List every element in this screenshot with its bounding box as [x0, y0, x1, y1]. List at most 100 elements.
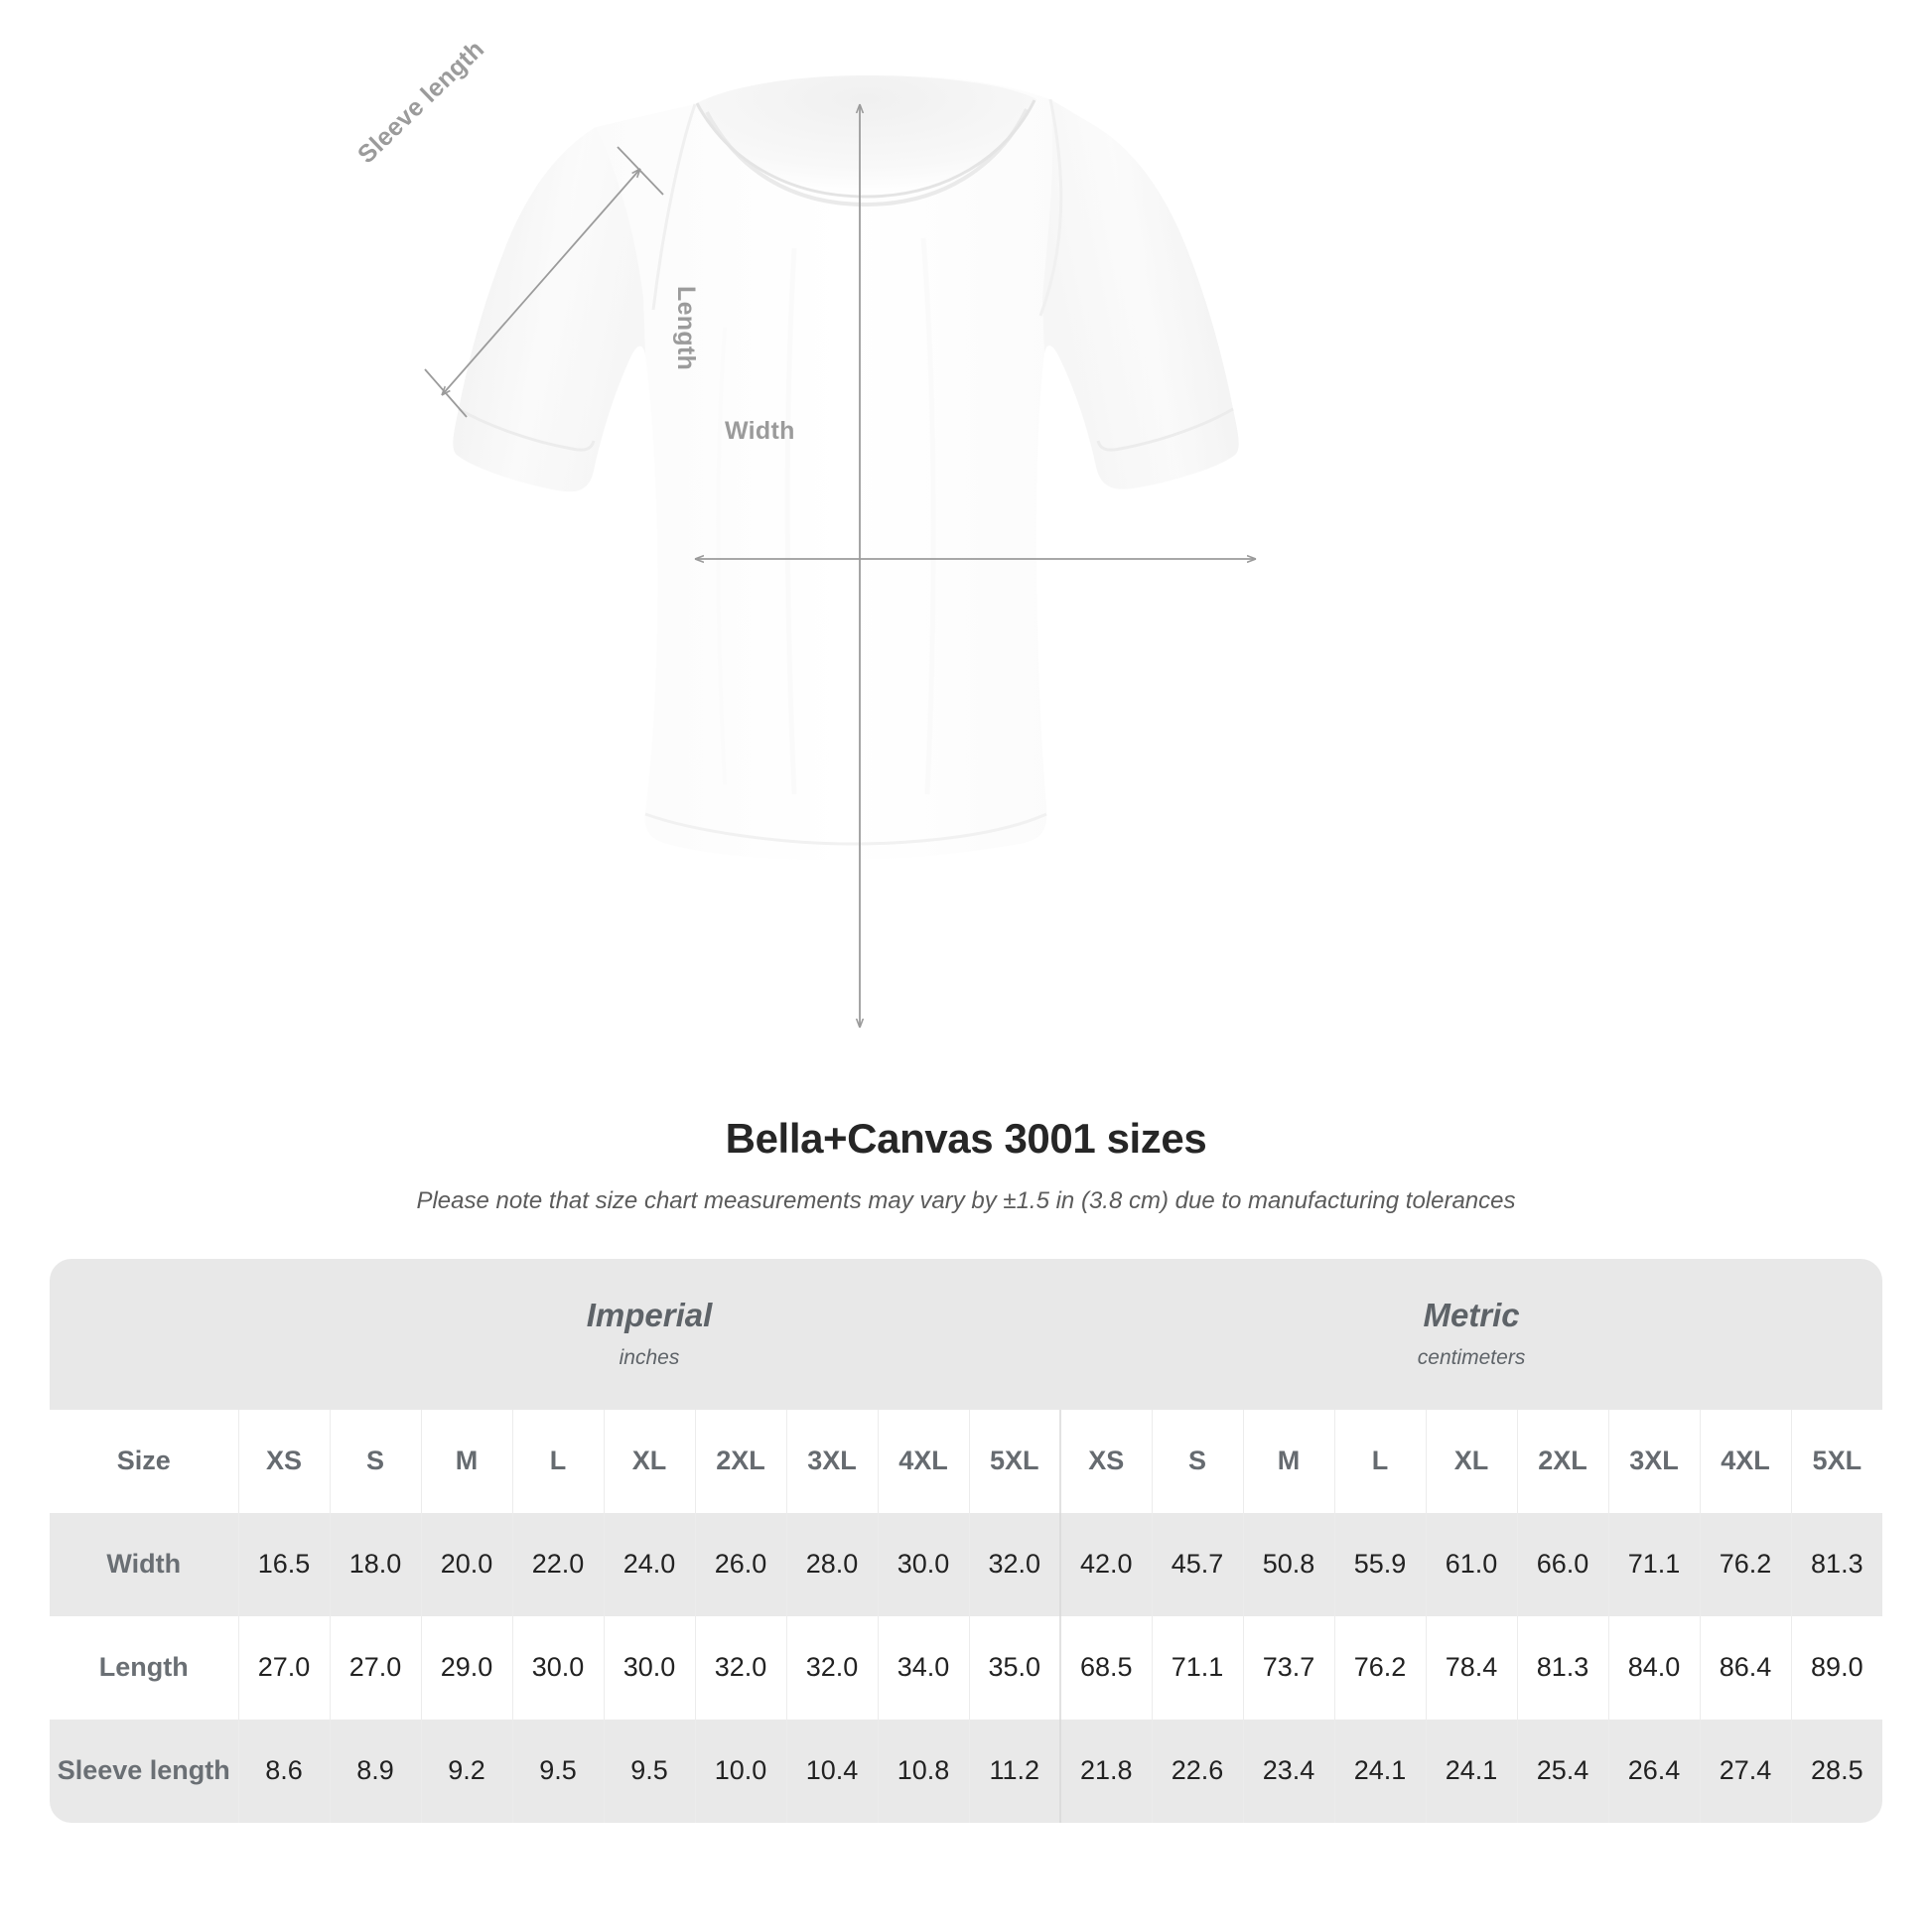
cell-length-metric-m: 73.7: [1242, 1615, 1334, 1720]
col-header-imperial-2xl: 2XL: [694, 1409, 786, 1513]
page-title: Bella+Canvas 3001 sizes: [725, 1115, 1207, 1162]
cell-length-imperial-m: 29.0: [420, 1615, 512, 1720]
unit-name-metric: Metric: [1423, 1297, 1520, 1334]
col-header-metric-4xl: 4XL: [1699, 1409, 1791, 1513]
cell-width-metric-xs: 42.0: [1059, 1512, 1152, 1616]
col-header-metric-m: M: [1242, 1409, 1334, 1513]
table-row-width: Width 16.5 18.0 20.0 22.0 24.0 26.0 28.0…: [50, 1512, 1883, 1616]
cell-sleeve-imperial-s: 8.9: [329, 1719, 421, 1823]
sleeve-tick-lower: [424, 368, 468, 418]
unit-sub-metric: centimeters: [1417, 1345, 1526, 1369]
title-block: Bella+Canvas 3001 sizes Please note that…: [0, 1114, 1932, 1217]
cell-sleeve-metric-2xl: 25.4: [1516, 1719, 1608, 1823]
tolerance-note: Please note that size chart measurements…: [416, 1187, 1516, 1215]
cell-length-imperial-xl: 30.0: [603, 1615, 695, 1720]
cell-width-imperial-2xl: 26.0: [694, 1512, 786, 1616]
cell-sleeve-imperial-xs: 8.6: [237, 1719, 330, 1823]
cell-width-metric-m: 50.8: [1242, 1512, 1334, 1616]
cell-width-imperial-s: 18.0: [329, 1512, 421, 1616]
cell-width-metric-4xl: 76.2: [1699, 1512, 1791, 1616]
cell-sleeve-imperial-4xl: 10.8: [877, 1719, 969, 1823]
table-row-sleeve-length: Sleeve length 8.6 8.9 9.2 9.5 9.5 10.0 1…: [50, 1719, 1883, 1823]
tshirt-illustration: Sleeve length Length Width: [352, 35, 1932, 1112]
unit-group-metric: Metric centimeters: [1060, 1258, 1883, 1410]
cell-width-imperial-xl: 24.0: [603, 1512, 695, 1616]
cell-sleeve-metric-s: 22.6: [1151, 1719, 1243, 1823]
cell-length-imperial-l: 30.0: [511, 1615, 604, 1720]
cell-sleeve-metric-5xl: 28.5: [1790, 1719, 1883, 1823]
tshirt-shape: [453, 74, 1239, 861]
cell-length-metric-2xl: 81.3: [1516, 1615, 1608, 1720]
cell-width-metric-3xl: 71.1: [1607, 1512, 1700, 1616]
col-header-metric-xl: XL: [1425, 1409, 1517, 1513]
cell-length-metric-xl: 78.4: [1425, 1615, 1517, 1720]
row-label-length: Length: [50, 1615, 238, 1720]
length-label: Length: [672, 286, 700, 371]
cell-sleeve-metric-xs: 21.8: [1059, 1719, 1152, 1823]
cell-width-metric-5xl: 81.3: [1790, 1512, 1883, 1616]
cell-length-imperial-3xl: 32.0: [785, 1615, 878, 1720]
size-header-label: Size: [50, 1409, 238, 1513]
unit-banner-row: Imperial inches Metric centimeters: [50, 1258, 1883, 1410]
unit-sub-imperial: inches: [619, 1345, 680, 1369]
cell-sleeve-metric-m: 23.4: [1242, 1719, 1334, 1823]
cell-width-metric-2xl: 66.0: [1516, 1512, 1608, 1616]
cell-width-metric-s: 45.7: [1151, 1512, 1243, 1616]
sleeve-length-arrow: [442, 169, 640, 395]
col-header-metric-3xl: 3XL: [1607, 1409, 1700, 1513]
cell-sleeve-metric-3xl: 26.4: [1607, 1719, 1700, 1823]
cell-length-metric-l: 76.2: [1333, 1615, 1426, 1720]
col-header-metric-2xl: 2XL: [1516, 1409, 1608, 1513]
col-header-imperial-5xl: 5XL: [968, 1409, 1060, 1513]
col-header-metric-xs: XS: [1059, 1409, 1152, 1513]
cell-sleeve-imperial-xl: 9.5: [603, 1719, 695, 1823]
sleeve-tick-upper: [617, 146, 664, 196]
col-header-metric-5xl: 5XL: [1790, 1409, 1883, 1513]
cell-width-imperial-l: 22.0: [511, 1512, 604, 1616]
cell-sleeve-imperial-l: 9.5: [511, 1719, 604, 1823]
cell-sleeve-metric-l: 24.1: [1333, 1719, 1426, 1823]
unit-group-imperial: Imperial inches: [238, 1258, 1060, 1410]
col-header-imperial-xs: XS: [237, 1409, 330, 1513]
cell-width-imperial-4xl: 30.0: [877, 1512, 969, 1616]
cell-length-imperial-s: 27.0: [329, 1615, 421, 1720]
cell-sleeve-metric-xl: 24.1: [1425, 1719, 1517, 1823]
cell-width-metric-l: 55.9: [1333, 1512, 1426, 1616]
banner-spacer-left: [50, 1258, 238, 1410]
cell-length-metric-s: 71.1: [1151, 1615, 1243, 1720]
cell-width-imperial-5xl: 32.0: [968, 1512, 1060, 1616]
col-header-imperial-l: L: [511, 1409, 604, 1513]
table-row-length: Length 27.0 27.0 29.0 30.0 30.0 32.0 32.…: [50, 1615, 1883, 1720]
size-chart-table-wrapper: Imperial inches Metric centimeters Size …: [50, 1258, 1883, 1823]
col-header-imperial-4xl: 4XL: [877, 1409, 969, 1513]
cell-length-imperial-xs: 27.0: [237, 1615, 330, 1720]
cell-width-imperial-m: 20.0: [420, 1512, 512, 1616]
cell-length-imperial-4xl: 34.0: [877, 1615, 969, 1720]
cell-sleeve-imperial-5xl: 11.2: [968, 1719, 1060, 1823]
cell-length-imperial-2xl: 32.0: [694, 1615, 786, 1720]
col-header-imperial-xl: XL: [603, 1409, 695, 1513]
cell-width-imperial-3xl: 28.0: [785, 1512, 878, 1616]
cell-sleeve-imperial-2xl: 10.0: [694, 1719, 786, 1823]
tshirt-diagram-svg: [424, 74, 1932, 1112]
cell-length-imperial-5xl: 35.0: [968, 1615, 1060, 1720]
size-chart-table: Imperial inches Metric centimeters Size …: [50, 1258, 1883, 1823]
width-label: Width: [725, 417, 795, 445]
cell-length-metric-5xl: 89.0: [1790, 1615, 1883, 1720]
cell-sleeve-imperial-3xl: 10.4: [785, 1719, 878, 1823]
cell-length-metric-xs: 68.5: [1059, 1615, 1152, 1720]
row-label-sleeve-length: Sleeve length: [50, 1719, 238, 1823]
unit-name-imperial: Imperial: [586, 1297, 713, 1334]
col-header-metric-s: S: [1151, 1409, 1243, 1513]
cell-sleeve-metric-4xl: 27.4: [1699, 1719, 1791, 1823]
col-header-imperial-s: S: [329, 1409, 421, 1513]
cell-length-metric-3xl: 84.0: [1607, 1615, 1700, 1720]
dimension-arrows: [424, 104, 1256, 1028]
cell-width-imperial-xs: 16.5: [237, 1512, 330, 1616]
size-header-row: Size XS S M L XL 2XL 3XL 4XL 5XL XS S M …: [50, 1409, 1883, 1513]
col-header-imperial-3xl: 3XL: [785, 1409, 878, 1513]
cell-sleeve-imperial-m: 9.2: [420, 1719, 512, 1823]
cell-length-metric-4xl: 86.4: [1699, 1615, 1791, 1720]
cell-width-metric-xl: 61.0: [1425, 1512, 1517, 1616]
row-label-width: Width: [50, 1512, 238, 1616]
